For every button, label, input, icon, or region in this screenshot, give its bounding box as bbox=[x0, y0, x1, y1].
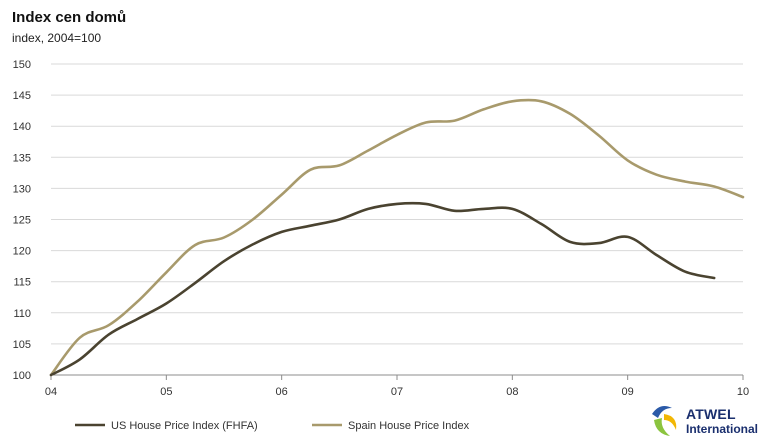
legend-label: US House Price Index (FHFA) bbox=[111, 420, 258, 432]
x-tick-label: 04 bbox=[45, 386, 57, 398]
y-tick-label: 125 bbox=[13, 215, 31, 227]
legend-label: Spain House Price Index bbox=[348, 420, 470, 432]
us-house-price-line bbox=[49, 201, 716, 377]
x-tick-label: 05 bbox=[160, 386, 172, 398]
x-tick-label: 06 bbox=[276, 386, 288, 398]
atwel-logo-icon bbox=[652, 406, 677, 436]
axes: 100 105 110 115 120 125 130 135 140 145 150 04 05 06 0… bbox=[13, 59, 749, 398]
y-tick-label: 100 bbox=[13, 370, 31, 382]
spain-house-price-line bbox=[49, 98, 745, 377]
gridlines bbox=[51, 63, 743, 345]
y-tick-label: 110 bbox=[13, 308, 31, 320]
chart-subtitle: index, 2004=100 bbox=[12, 31, 102, 45]
y-tick-label: 130 bbox=[13, 183, 31, 195]
x-tick-label: 10 bbox=[737, 386, 749, 398]
chart-title: Index cen domů bbox=[12, 9, 127, 26]
legend: US House Price Index (FHFA) Spain House P… bbox=[75, 420, 470, 432]
y-tick-label: 140 bbox=[13, 121, 31, 133]
y-tick-label: 135 bbox=[13, 152, 31, 164]
x-tick-label: 07 bbox=[391, 386, 403, 398]
brand-subtitle: International bbox=[686, 422, 759, 436]
y-tick-label: 115 bbox=[13, 277, 31, 289]
y-tick-label: 120 bbox=[13, 246, 31, 258]
y-tick-label: 150 bbox=[13, 59, 31, 71]
y-tick-label: 145 bbox=[13, 90, 31, 102]
x-tick-label: 09 bbox=[622, 386, 634, 398]
x-tick-label: 08 bbox=[506, 386, 518, 398]
y-tick-label: 105 bbox=[13, 339, 31, 351]
brand-name: ATWEL bbox=[686, 406, 736, 422]
series-lines bbox=[49, 98, 745, 377]
